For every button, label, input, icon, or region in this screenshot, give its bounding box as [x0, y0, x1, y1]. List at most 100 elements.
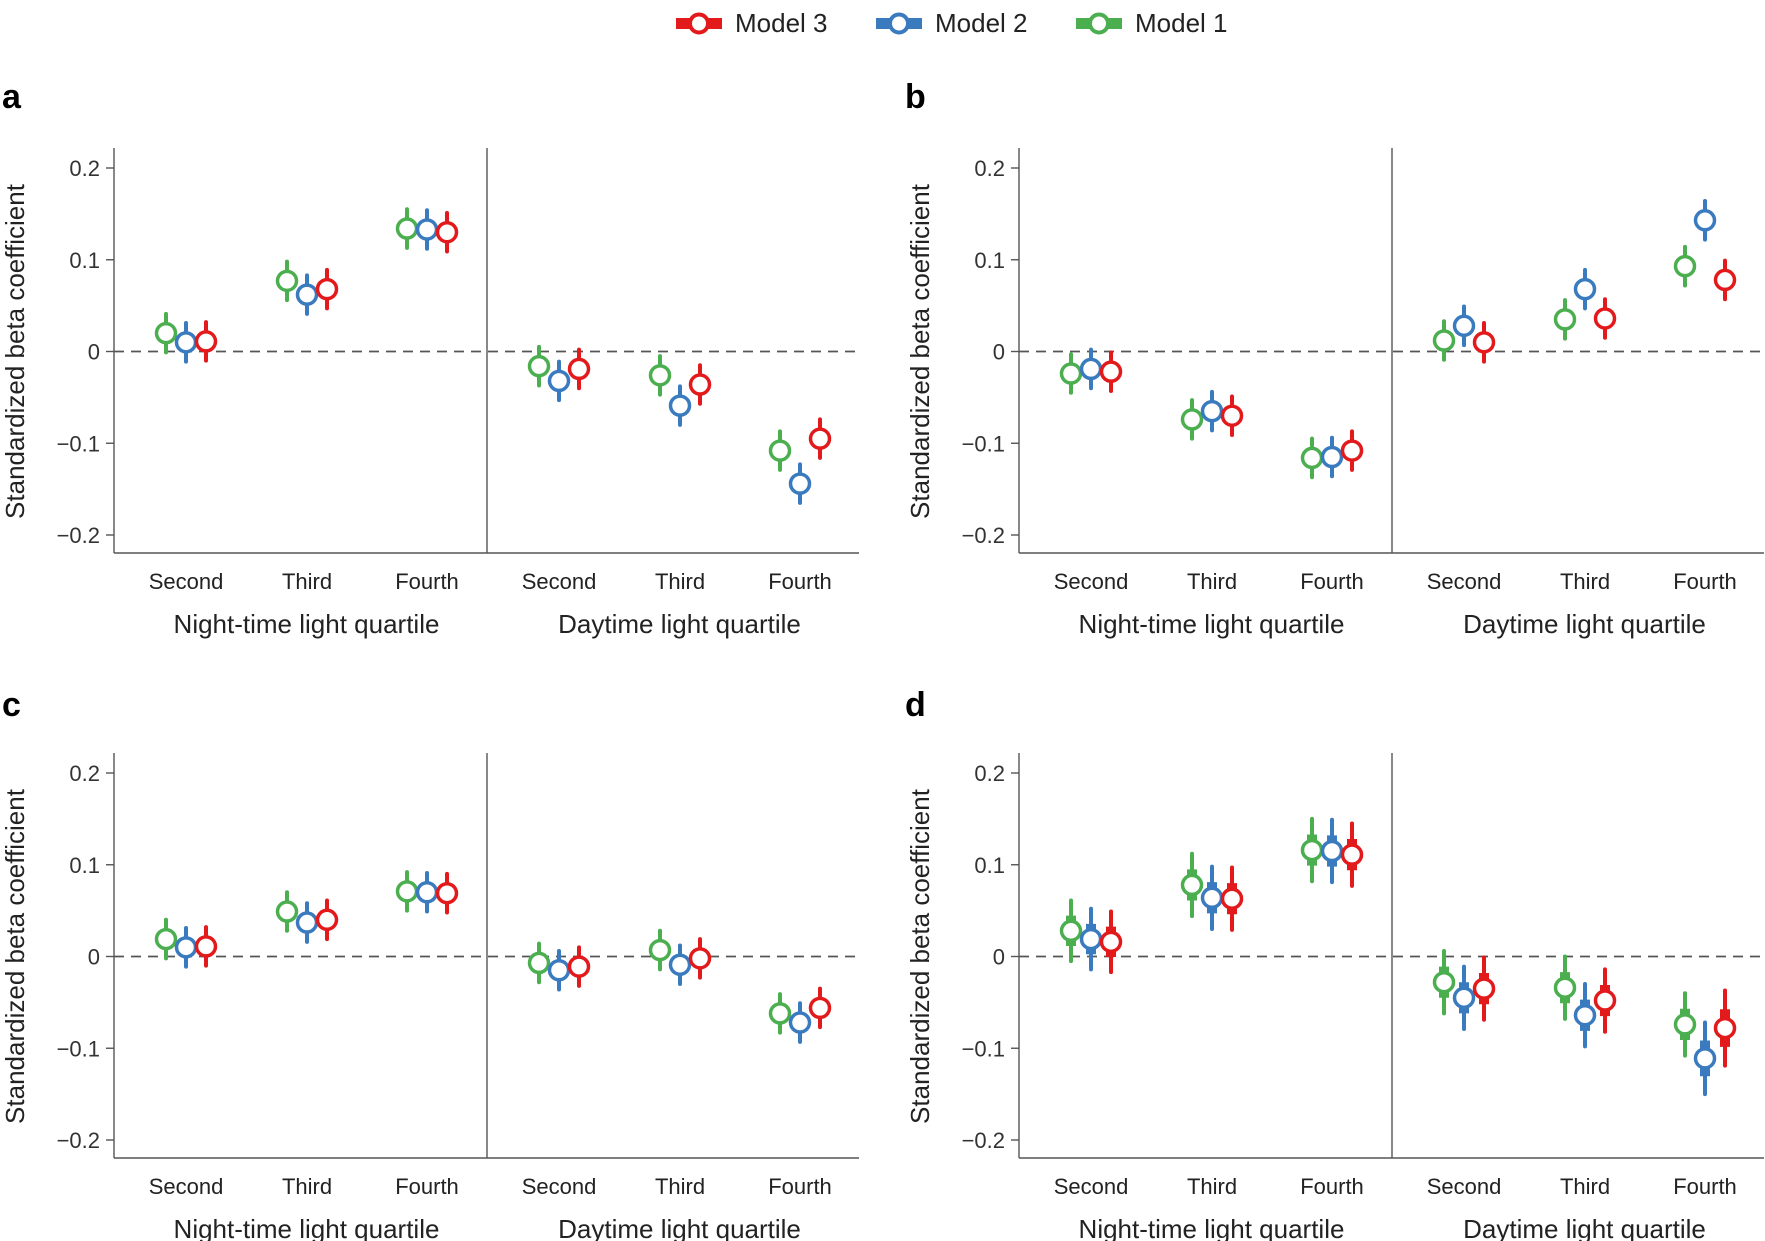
panel-b: b 0.2 0.1 0 −0.1 −0.2 Standardized beta coeffi… [905, 78, 1764, 639]
point-model2 [415, 218, 439, 241]
point-model2 [788, 472, 812, 495]
y-axis-title: Standardized beta coefficient [0, 788, 30, 1124]
legend-marker-model1 [1088, 12, 1110, 35]
point-model2 [668, 953, 692, 977]
point-model3 [315, 908, 339, 932]
x-category-label: Second [1427, 1174, 1502, 1199]
legend-marker-model3 [688, 12, 710, 35]
x-category-label: Second [1054, 1174, 1129, 1199]
point-model1 [527, 354, 551, 378]
x-category-label: Fourth [395, 569, 459, 594]
y-tick-label: −0.2 [57, 523, 100, 548]
point-model2 [415, 881, 439, 904]
point-model1 [1432, 329, 1456, 352]
point-model3 [194, 330, 218, 353]
x-category-label: Third [655, 1174, 705, 1199]
y-tick-label: 0 [88, 945, 100, 970]
point-model3 [1713, 268, 1737, 292]
legend-label-model1: Model 1 [1135, 8, 1228, 38]
panel-c: c 0.2 0.1 0 −0.1 −0.2 Standardized beta coeffi… [0, 686, 859, 1241]
panel-letter: a [2, 78, 22, 116]
point-model1 [1432, 970, 1456, 994]
point-model3 [1713, 1016, 1737, 1040]
point-model2 [1079, 927, 1103, 951]
point-model3 [1099, 930, 1123, 954]
point-model1 [648, 364, 672, 387]
point-model3 [1220, 887, 1244, 910]
point-model3 [315, 277, 339, 301]
point-model1 [1300, 446, 1324, 470]
x-category-label: Fourth [1673, 1174, 1737, 1199]
point-model2 [1693, 209, 1717, 232]
point-model2 [1200, 886, 1224, 910]
point-model3 [1472, 331, 1496, 354]
point-model3 [1220, 404, 1244, 427]
point-model3 [567, 357, 591, 381]
point-model2 [1320, 839, 1344, 863]
panel-letter: b [905, 78, 926, 116]
legend-marker-model2 [888, 12, 910, 35]
y-tick-label: 0 [993, 945, 1005, 970]
x-category-label: Third [282, 1174, 332, 1199]
y-tick-label: −0.2 [57, 1128, 100, 1153]
point-model3 [688, 947, 712, 970]
y-tick-label: −0.1 [962, 431, 1005, 456]
x-category-label: Second [522, 569, 597, 594]
x-category-label: Fourth [395, 1174, 459, 1199]
point-model1 [154, 321, 178, 345]
point-model2 [1079, 357, 1103, 381]
point-model1 [648, 938, 672, 962]
x-category-label: Second [149, 1174, 224, 1199]
y-axis-title: Standardized beta coefficient [0, 183, 30, 519]
x-group-title: Night-time light quartile [174, 1214, 440, 1241]
point-model2 [295, 911, 319, 934]
point-model1 [275, 900, 299, 923]
point-model2 [174, 331, 198, 354]
legend-label-model3: Model 3 [735, 8, 828, 38]
panel-a: a 0.2 0.1 0 −0.1 −0.2 Standardized beta coeffi… [0, 78, 859, 639]
point-model1 [275, 269, 299, 293]
point-model1 [1059, 362, 1083, 385]
y-tick-label: 0.1 [69, 248, 100, 273]
x-category-label: Fourth [1673, 569, 1737, 594]
point-model1 [395, 880, 419, 903]
x-group-title: Night-time light quartile [1079, 609, 1345, 639]
x-category-label: Third [1560, 1174, 1610, 1199]
y-tick-label: −0.2 [962, 1128, 1005, 1153]
point-model2 [1693, 1047, 1717, 1070]
y-tick-label: −0.1 [962, 1036, 1005, 1061]
x-category-label: Third [282, 569, 332, 594]
x-category-label: Fourth [1300, 1174, 1364, 1199]
x-category-label: Third [1187, 569, 1237, 594]
point-model1 [527, 951, 551, 975]
point-model2 [1573, 277, 1597, 301]
legend: Model 3 Model 2 Model 1 [676, 8, 1228, 38]
point-model2 [788, 1011, 812, 1034]
y-tick-label: −0.2 [962, 523, 1005, 548]
point-model3 [1340, 843, 1364, 866]
point-model3 [1472, 977, 1496, 1000]
point-model3 [808, 427, 832, 450]
point-model1 [1553, 976, 1577, 999]
x-group-title: Daytime light quartile [558, 1214, 801, 1241]
point-model1 [768, 1002, 792, 1025]
point-model3 [808, 996, 832, 1020]
y-tick-label: 0.2 [974, 156, 1005, 181]
point-model1 [768, 439, 792, 462]
y-tick-label: 0.1 [974, 853, 1005, 878]
point-model2 [1320, 445, 1344, 469]
x-group-title: Daytime light quartile [1463, 609, 1706, 639]
point-model1 [1553, 308, 1577, 331]
point-model1 [1059, 919, 1083, 943]
panel-letter: d [905, 686, 926, 724]
legend-label-model2: Model 2 [935, 8, 1028, 38]
point-model1 [1673, 254, 1697, 278]
point-model1 [1300, 838, 1324, 862]
point-model2 [547, 369, 571, 393]
point-model2 [1573, 1003, 1597, 1027]
y-tick-label: 0 [88, 340, 100, 365]
point-model2 [1200, 399, 1224, 423]
point-model1 [1673, 1013, 1697, 1036]
point-model1 [1180, 873, 1204, 897]
y-axis-title: Standardized beta coefficient [905, 183, 935, 519]
